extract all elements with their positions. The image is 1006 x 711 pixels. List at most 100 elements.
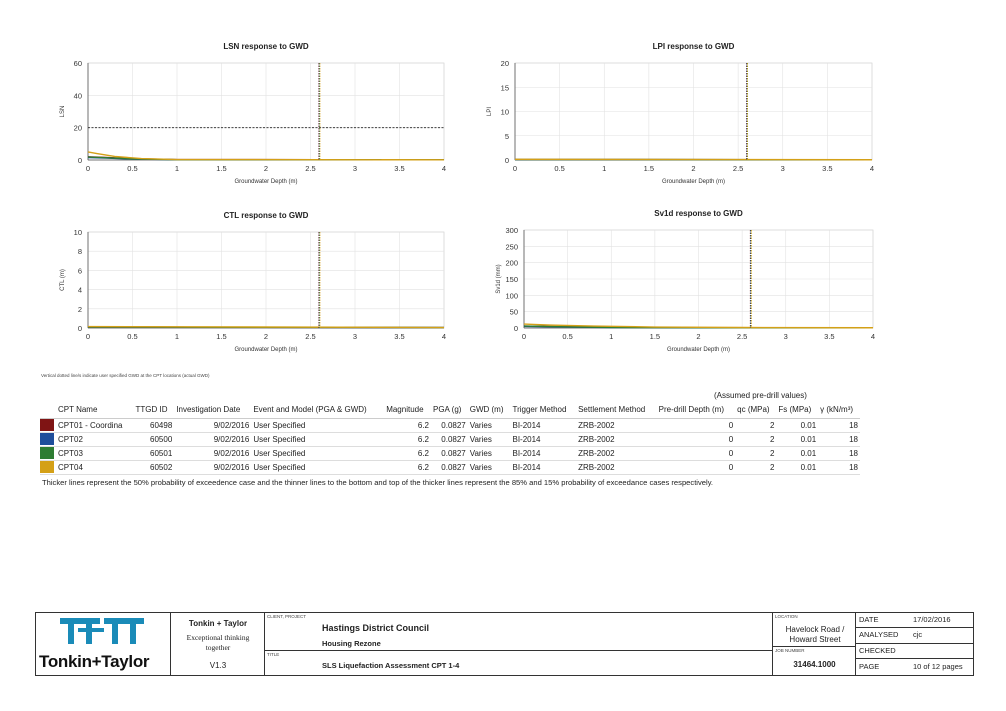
assumed-predrill-label: (Assumed pre-drill values) bbox=[714, 391, 807, 400]
date-label: DATE bbox=[859, 615, 879, 624]
page-label: PAGE bbox=[859, 662, 880, 671]
cell-id: 60501 bbox=[133, 446, 175, 461]
chart-svg: CTL response to GWD 0 0.5 1 1.5 2 2.5 3 3.5 4 0 2 4 6… bbox=[60, 211, 446, 353]
cell-date: 9/02/2016 bbox=[174, 418, 252, 433]
chart-svg: LPI response to GWD 0 0.5 1 1.5 2 2.5 3 3.5 4 0 5 10… bbox=[487, 42, 874, 185]
x-tick-label: 1.5 bbox=[644, 164, 654, 173]
cell-gamma: 18 bbox=[818, 418, 860, 433]
col-header: GWD (m) bbox=[467, 402, 511, 419]
cell-name: CPT04 bbox=[56, 460, 134, 475]
table-row: CPT03 60501 9/02/2016 User Specified 6.2 0.08… bbox=[40, 446, 860, 461]
col-header: Investigation Date bbox=[174, 402, 252, 419]
x-tick-label: 1.5 bbox=[216, 332, 226, 341]
x-tick-label: 4 bbox=[442, 164, 446, 173]
x-tick-label: 3 bbox=[784, 332, 788, 341]
table-row: CPT02 60500 9/02/2016 User Specified 6.2 0.08… bbox=[40, 432, 860, 447]
x-tick-label: 0 bbox=[522, 332, 526, 341]
y-tick-label: 200 bbox=[505, 259, 518, 268]
y-tick-label: 15 bbox=[501, 83, 509, 92]
series-swatch-cell bbox=[40, 460, 56, 475]
series-swatch-cell bbox=[40, 446, 56, 461]
y-tick-label: 40 bbox=[74, 91, 82, 100]
chart-title: LPI response to GWD bbox=[653, 42, 735, 51]
y-tick-label: 8 bbox=[78, 247, 82, 256]
tonkin-taylor-logo-icon bbox=[60, 618, 144, 644]
x-tick-label: 2.5 bbox=[305, 332, 315, 341]
x-tick-label: 3.5 bbox=[824, 332, 834, 341]
swatch-header bbox=[40, 402, 56, 419]
location-job-cell: LOCATION Havelock Road / Howard Street J… bbox=[773, 613, 856, 675]
x-tick-label: 3.5 bbox=[394, 164, 404, 173]
col-header: Fs (MPa) bbox=[776, 402, 819, 419]
cell-trigger: BI-2014 bbox=[510, 460, 577, 475]
cell-trigger: BI-2014 bbox=[510, 446, 577, 461]
cell-predrill: 0 bbox=[656, 460, 736, 475]
y-tick-label: 50 bbox=[510, 308, 518, 317]
y-tick-label: 2 bbox=[78, 305, 82, 314]
series-color-swatch bbox=[40, 461, 54, 473]
cell-predrill: 0 bbox=[656, 418, 736, 433]
x-tick-label: 1.5 bbox=[650, 332, 660, 341]
chart-lsn: LSN response to GWD 0 0.5 1 1.5 2 2.5 3 3.5 4 0 20 4… bbox=[0, 0, 1006, 200]
x-axis-label: Groundwater Depth (m) bbox=[662, 179, 725, 185]
cell-gamma: 18 bbox=[818, 446, 860, 461]
y-tick-label: 250 bbox=[505, 242, 518, 251]
cell-pga: 0.0827 bbox=[431, 432, 468, 447]
table-footnote-row: Thicker lines represent the 50% probabil… bbox=[40, 474, 860, 488]
cell-event: User Specified bbox=[251, 460, 385, 475]
col-header: Event and Model (PGA & GWD) bbox=[251, 402, 385, 419]
x-tick-label: 0.5 bbox=[562, 332, 572, 341]
y-tick-label: 100 bbox=[505, 291, 518, 300]
series-line bbox=[87, 325, 445, 329]
y-tick-label: 150 bbox=[505, 275, 518, 284]
analysed-label: ANALYSED bbox=[859, 630, 899, 639]
x-tick-label: 2.5 bbox=[305, 164, 315, 173]
cell-qc: 2 bbox=[735, 460, 777, 475]
x-tick-label: 3.5 bbox=[394, 332, 404, 341]
project-name: Housing Rezone bbox=[322, 639, 381, 648]
location-value: Havelock Road / Howard Street bbox=[785, 625, 845, 644]
analysed-value: cjc bbox=[913, 630, 923, 639]
cell-id: 60500 bbox=[133, 432, 175, 447]
cell-gwd: Varies bbox=[467, 460, 511, 475]
cell-event: User Specified bbox=[251, 446, 385, 461]
table-footnote: Thicker lines represent the 50% probabil… bbox=[42, 477, 714, 487]
y-tick-label: 0 bbox=[78, 156, 82, 165]
cell-pga: 0.0827 bbox=[431, 446, 468, 461]
y-tick-label: 20 bbox=[74, 124, 82, 133]
chart-title: LSN response to GWD bbox=[223, 42, 309, 51]
x-axis-label: Groundwater Depth (m) bbox=[667, 347, 730, 353]
x-tick-label: 2.5 bbox=[737, 332, 747, 341]
col-header: CPT Name bbox=[56, 402, 134, 419]
company-name: Tonkin + Taylor bbox=[188, 619, 248, 628]
cell-gwd: Varies bbox=[467, 432, 511, 447]
x-axis-label: Groundwater Depth (m) bbox=[234, 347, 297, 353]
y-tick-label: 10 bbox=[74, 228, 82, 237]
cell-mag: 6.2 bbox=[384, 418, 431, 433]
cell-settle: ZRB-2002 bbox=[576, 446, 657, 461]
cell-date: 9/02/2016 bbox=[174, 460, 252, 475]
col-header: PGA (g) bbox=[431, 402, 468, 419]
table-header-row: CPT Name TTGD ID Investigation Date Even… bbox=[40, 402, 860, 419]
y-tick-label: 300 bbox=[505, 226, 518, 235]
col-header: Trigger Method bbox=[510, 402, 577, 419]
x-tick-label: 2 bbox=[696, 332, 700, 341]
title-label: TITLE bbox=[267, 652, 280, 657]
table-row: CPT04 60502 9/02/2016 User Specified 6.2 0.08… bbox=[40, 460, 860, 475]
cpt-table: CPT Name TTGD ID Investigation Date Even… bbox=[40, 402, 860, 488]
cell-fs: 0.01 bbox=[776, 446, 819, 461]
cell-name: CPT01 - Coordina bbox=[56, 418, 134, 433]
x-tick-label: 2 bbox=[264, 164, 268, 173]
x-tick-label: 4 bbox=[870, 164, 874, 173]
y-axis-label: LPI bbox=[487, 107, 493, 116]
date-value: 17/02/2016 bbox=[913, 615, 951, 624]
x-tick-label: 0 bbox=[86, 164, 90, 173]
x-tick-label: 3 bbox=[781, 164, 785, 173]
cell-gwd: Varies bbox=[467, 418, 511, 433]
chart-lpi: LPI response to GWD 0 0.5 1 1.5 2 2.5 3 3.5 4 0 5 10… bbox=[0, 0, 1006, 200]
cell-event: User Specified bbox=[251, 418, 385, 433]
x-tick-label: 1 bbox=[175, 164, 179, 173]
cell-gwd: Varies bbox=[467, 446, 511, 461]
cell-pga: 0.0827 bbox=[431, 418, 468, 433]
